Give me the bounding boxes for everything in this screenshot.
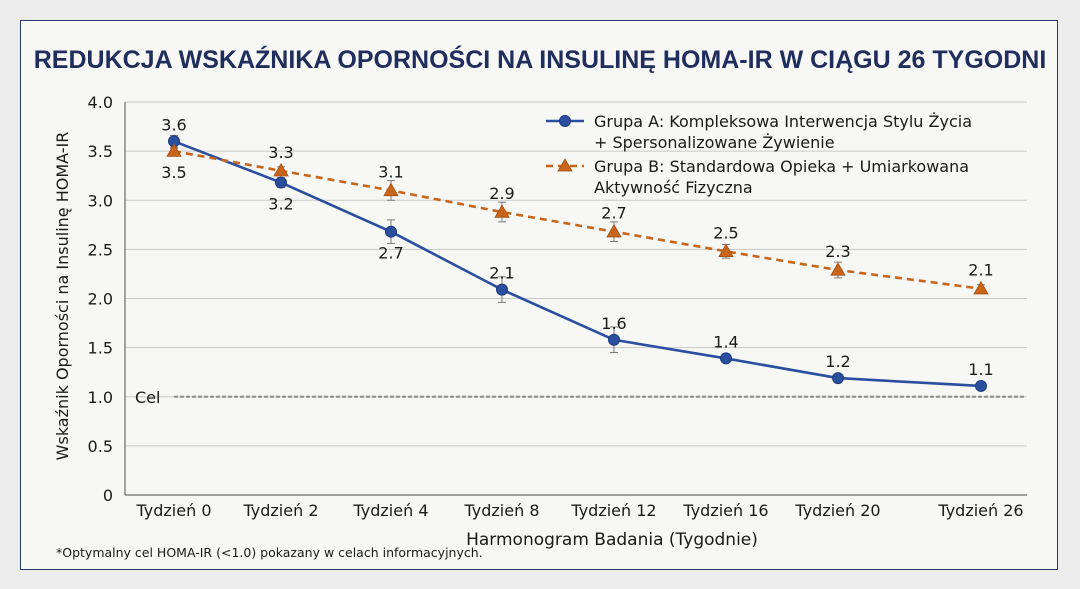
x-tick-label: Tydzień 2 xyxy=(243,501,319,520)
legend-text-a: Grupa A: Kompleksowa Interwencja Stylu Ż… xyxy=(594,112,972,131)
data-point-b xyxy=(973,280,989,295)
y-tick-label: 0.5 xyxy=(88,437,113,456)
data-point-b xyxy=(494,204,510,218)
x-tick-label: Tydzień 0 xyxy=(136,501,212,520)
data-label-a: 2.1 xyxy=(489,264,514,283)
legend-text-b: Aktywność Fizyczna xyxy=(594,178,753,197)
data-point-b xyxy=(606,223,622,238)
data-label-a: 1.1 xyxy=(968,360,993,379)
legend-item-b: Grupa B: Standardowa Opieka + Umiarkowan… xyxy=(546,157,969,197)
data-label-b: 3.1 xyxy=(378,162,403,181)
data-label-b: 2.9 xyxy=(489,184,514,203)
legend-text-a: + Spersonalizowane Żywienie xyxy=(594,133,835,152)
data-point-a xyxy=(385,225,397,238)
y-tick-label: 3.0 xyxy=(88,191,113,210)
data-label-a: 1.2 xyxy=(825,352,850,371)
series-group-a xyxy=(168,134,987,392)
grid-lines xyxy=(125,101,1027,447)
y-tick-label: 0 xyxy=(103,486,113,505)
y-tick-label: 2.5 xyxy=(88,240,113,259)
data-point-a xyxy=(275,176,287,189)
y-tick-label: 1.5 xyxy=(88,339,113,358)
data-point-b xyxy=(718,243,734,257)
data-point-a xyxy=(832,372,844,385)
axes: 0 0.5 1.0 1.5 2.0 2.5 3.0 3.5 4.0 Tydzień 0 Tydzie… xyxy=(88,93,1027,520)
data-point-a xyxy=(496,283,508,296)
data-label-b: 3.5 xyxy=(161,163,186,182)
legend-marker-b xyxy=(557,158,573,172)
data-point-b xyxy=(166,143,182,157)
y-tick-label: 1.0 xyxy=(88,388,113,407)
data-point-a xyxy=(608,333,620,346)
legend-text-b: Grupa B: Standardowa Opieka + Umiarkowan… xyxy=(594,157,969,176)
chart-title: REDUKCJA WSKAŹNIKA OPORNOŚCI NA INSULINĘ… xyxy=(34,44,1047,74)
y-tick-label: 2.0 xyxy=(88,290,113,309)
data-label-a: 3.6 xyxy=(161,115,186,134)
x-tick-label: Tydzień 16 xyxy=(682,501,768,520)
data-point-b xyxy=(273,162,289,177)
x-axis-label: Harmonogram Badania (Tygodnie) xyxy=(466,530,758,550)
x-tick-label: Tydzień 4 xyxy=(353,501,429,520)
data-label-b: 2.7 xyxy=(601,204,626,223)
legend-item-a: Grupa A: Kompleksowa Interwencja Stylu Ż… xyxy=(546,112,972,152)
data-label-a: 1.6 xyxy=(601,314,626,333)
y-tick-label: 3.5 xyxy=(88,142,113,161)
target-label: Cel xyxy=(135,388,160,407)
data-label-a: 3.2 xyxy=(268,195,293,214)
data-label-b: 2.5 xyxy=(713,223,738,242)
data-point-a xyxy=(975,379,987,392)
series-group-b xyxy=(166,143,989,295)
series-line-a xyxy=(173,140,982,388)
y-tick-label: 4.0 xyxy=(88,93,113,112)
x-tick-label: Tydzień 12 xyxy=(570,501,656,520)
y-axis-label: Wskaźnik Oporności na Insulinę HOMA-IR xyxy=(53,132,72,461)
data-label-b: 2.1 xyxy=(968,261,993,280)
x-tick-label: Tydzień 8 xyxy=(464,501,540,520)
chart-frame xyxy=(20,20,1058,570)
data-label-a: 2.7 xyxy=(378,244,403,263)
series-line-b xyxy=(173,149,982,290)
data-label-b: 3.3 xyxy=(268,143,293,162)
legend: Grupa A: Kompleksowa Interwencja Stylu Ż… xyxy=(546,112,972,197)
x-tick-label: Tydzień 26 xyxy=(937,501,1023,520)
data-label-b: 2.3 xyxy=(825,242,850,261)
data-point-b xyxy=(383,182,399,197)
data-point-b xyxy=(830,262,846,276)
data-point-a xyxy=(720,352,732,365)
x-tick-label: Tydzień 20 xyxy=(794,501,880,520)
footnote: *Optymalny cel HOMA-IR (<1.0) pokazany w… xyxy=(56,545,483,560)
series-group xyxy=(166,134,989,392)
data-labels: 3.6 3.2 2.7 2.1 1.6 1.4 1.2 1.1 3.5 3.3 3.1 2.9 2.7 2… xyxy=(161,115,993,379)
data-label-a: 1.4 xyxy=(713,332,738,351)
target-line-group: Cel xyxy=(135,388,1029,407)
legend-marker-a xyxy=(559,115,571,127)
